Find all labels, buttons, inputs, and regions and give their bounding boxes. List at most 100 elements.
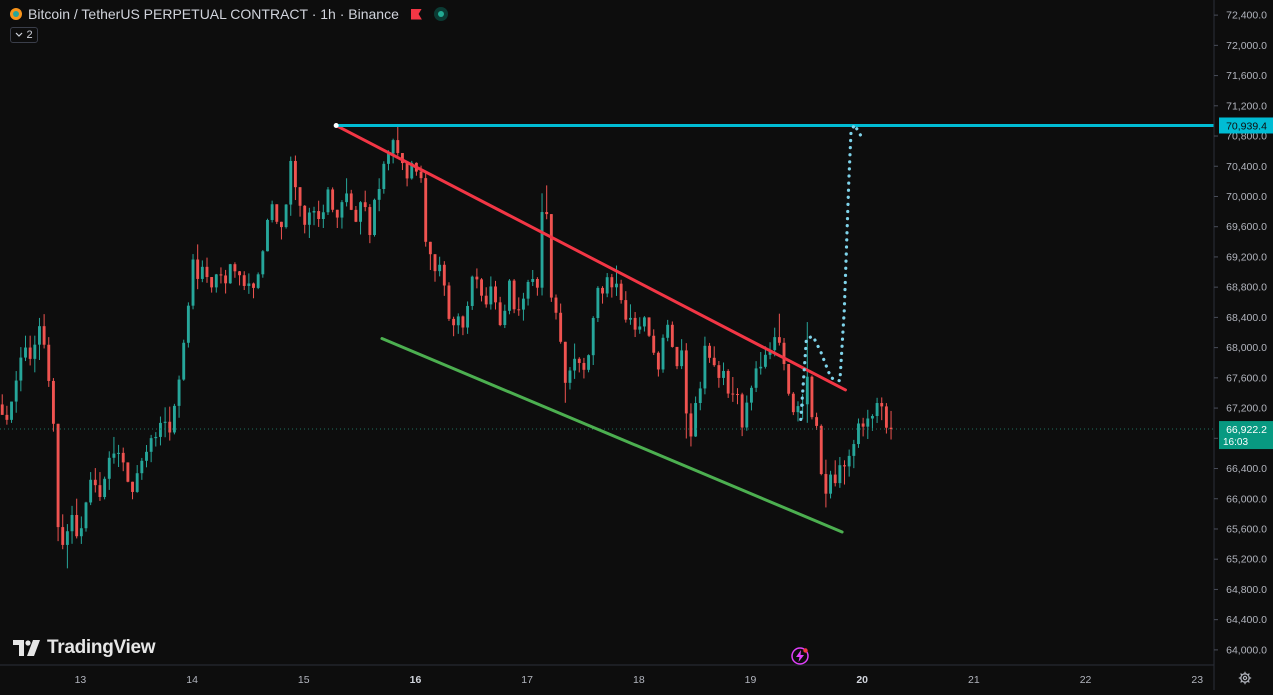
candle-body <box>601 287 604 294</box>
candle-body <box>377 188 381 200</box>
symbol-title[interactable]: Bitcoin / TetherUS PERPETUAL CONTRACT · … <box>28 6 399 22</box>
candle-body <box>168 421 172 433</box>
candle-body <box>703 345 707 389</box>
alerts-bolt-icon[interactable] <box>790 646 810 666</box>
candle-body <box>340 202 344 218</box>
drawings <box>0 121 1214 534</box>
candle-body <box>596 287 600 318</box>
y-tick-label: 64,000.0 <box>1226 644 1267 656</box>
settings-gear-icon[interactable] <box>1238 671 1252 685</box>
candle-body <box>694 403 698 437</box>
candle-body <box>396 140 400 154</box>
candle-body <box>140 460 144 474</box>
y-tick-label: 70,400.0 <box>1226 161 1267 173</box>
candle-body <box>535 278 539 288</box>
candle-body <box>684 350 688 414</box>
flag-icon[interactable] <box>410 8 422 20</box>
candle-body <box>252 283 255 288</box>
candle-body <box>777 337 781 343</box>
candle-body <box>577 358 581 363</box>
x-tick-label: 18 <box>633 674 645 686</box>
candle-body <box>652 335 656 353</box>
candle-body <box>84 502 88 529</box>
candle-body <box>796 406 800 413</box>
candle-body <box>354 209 358 222</box>
indicator-count: 2 <box>26 29 33 41</box>
candle-body <box>200 266 204 279</box>
candle-body <box>38 326 41 345</box>
candle-body <box>163 421 167 423</box>
candle-body <box>722 370 725 378</box>
candle-body <box>70 514 74 532</box>
candle-body <box>428 241 432 255</box>
x-tick-label: 21 <box>968 674 980 686</box>
candle-body <box>698 388 702 404</box>
candle-body <box>573 358 577 371</box>
candle-body <box>452 318 456 326</box>
candle-body <box>149 438 153 452</box>
candle-body <box>433 254 437 272</box>
y-tick-label: 71,600.0 <box>1226 70 1267 82</box>
symbol-header[interactable]: Bitcoin / TetherUS PERPETUAL CONTRACT · … <box>10 5 448 23</box>
candle-body <box>484 295 488 305</box>
tradingview-logo[interactable]: TradingView <box>13 637 156 659</box>
y-tick-label: 72,400.0 <box>1226 10 1267 22</box>
indicators-toggle[interactable]: 2 <box>10 27 38 43</box>
candle-body <box>889 427 893 430</box>
last-price-label-box <box>1219 421 1273 450</box>
candle-body <box>159 422 162 437</box>
candle-body <box>819 425 823 475</box>
candle-body <box>79 528 83 537</box>
candle-body <box>51 380 55 424</box>
candle-body <box>75 514 79 537</box>
candle-body <box>489 286 493 305</box>
x-tick-label: 20 <box>856 674 868 686</box>
candle-body <box>363 202 367 208</box>
y-tick-label: 64,800.0 <box>1226 584 1267 596</box>
candle-body <box>419 171 423 179</box>
candle-body <box>303 205 307 225</box>
candle-body <box>349 193 353 210</box>
support-trendline <box>380 337 844 534</box>
candle-body <box>205 266 209 278</box>
candle-body <box>47 344 51 381</box>
candle-body <box>810 376 814 418</box>
projected-path <box>799 121 865 421</box>
candle-body <box>833 474 837 484</box>
candle-body <box>131 481 134 492</box>
candle-body <box>582 362 586 370</box>
y-tick-label: 66,400.0 <box>1226 463 1267 475</box>
target-price-label-box <box>1219 117 1273 134</box>
candle-body <box>382 163 386 189</box>
tradingview-logo-icon <box>13 640 40 656</box>
candle-body <box>19 357 23 381</box>
candle-body <box>591 317 595 356</box>
candle-body <box>65 531 69 545</box>
candle-body <box>307 212 311 225</box>
bar-countdown-label: 16:03 <box>1223 437 1248 448</box>
y-tick-label: 68,000.0 <box>1226 342 1267 354</box>
market-status-icon[interactable] <box>433 7 448 21</box>
y-tick-label: 71,200.0 <box>1226 100 1267 112</box>
candle-body <box>373 199 376 236</box>
candle-body <box>461 316 465 328</box>
candle-body <box>619 283 623 301</box>
candle-body <box>680 350 684 367</box>
candle-body <box>117 452 121 454</box>
candle-body <box>824 474 828 494</box>
candle-body <box>456 316 460 326</box>
candle-body <box>494 286 497 303</box>
candle-body <box>261 251 265 275</box>
candle-body <box>154 436 158 439</box>
candle-body <box>345 193 349 203</box>
candle-body <box>405 163 409 179</box>
candle-body <box>24 347 27 358</box>
candle-body <box>642 317 646 327</box>
candle-body <box>172 405 176 433</box>
candle-body <box>126 462 130 482</box>
candle-body <box>107 457 111 479</box>
candle-body <box>145 451 148 461</box>
